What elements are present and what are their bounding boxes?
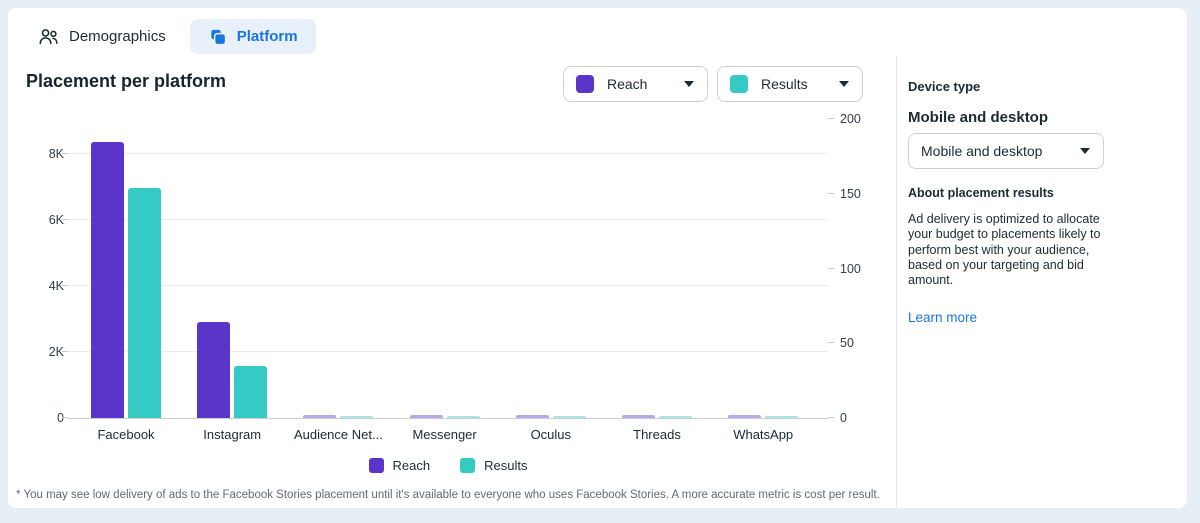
- legend-label-reach: Reach: [392, 458, 431, 473]
- device-type-subtitle: Mobile and desktop: [908, 109, 1049, 126]
- reach-metric-dropdown[interactable]: Reach: [563, 66, 708, 102]
- gridline: [68, 153, 828, 154]
- right-tick-mark: [828, 267, 834, 269]
- left-axis-tick-label: 2K: [48, 345, 64, 359]
- bar-results-audience-net: [340, 416, 374, 418]
- bar-reach-instagram: [197, 322, 231, 418]
- bar-results-instagram: [234, 365, 268, 418]
- bar-results-messenger: [446, 416, 480, 418]
- panel-divider: [896, 56, 897, 508]
- right-tick-mark: [828, 192, 834, 194]
- chevron-down-icon: [839, 81, 849, 87]
- bar-reach-messenger: [409, 415, 443, 418]
- right-axis-tick-label: 200: [840, 112, 861, 126]
- left-axis-tick-label: 6K: [48, 213, 64, 227]
- bar-results-threads: [659, 416, 692, 418]
- x-label-instagram: Instagram: [203, 427, 262, 442]
- device-type-label: Device type: [908, 79, 981, 94]
- tab-demographics-label: Demographics: [69, 28, 166, 45]
- x-label-oculus: Oculus: [530, 427, 572, 442]
- left-tick-mark: [62, 285, 68, 286]
- x-label-messenger: Messenger: [412, 427, 477, 442]
- x-axis-labels: Facebook Instagram Audience Net... Messenge…: [68, 418, 828, 442]
- legend-swatch-reach: [368, 458, 384, 473]
- right-axis-tick-label: 50: [840, 336, 854, 351]
- reach-dropdown-label: Reach: [607, 76, 648, 92]
- learn-more-link[interactable]: Learn more: [908, 310, 978, 325]
- bar-reach-facebook: [91, 142, 124, 418]
- right-tick-mark: [828, 118, 834, 119]
- chevron-down-icon: [684, 81, 694, 87]
- about-placement-text: Ad delivery is optimized to allocate you…: [908, 212, 1101, 287]
- page-title: Placement per platform: [26, 71, 227, 91]
- left-axis-tick-label: 4K: [48, 279, 64, 293]
- bar-results-oculus: [552, 416, 586, 418]
- legend-swatch-results: [460, 458, 476, 473]
- left-tick-mark: [62, 351, 68, 352]
- x-label-threads: Threads: [633, 427, 681, 442]
- legend-item-results: Results: [460, 458, 527, 473]
- x-label-facebook: Facebook: [97, 427, 155, 442]
- x-label-audience-net: Audience Net...: [293, 427, 383, 442]
- left-axis-tick-label: 0: [57, 411, 64, 425]
- bar-results-facebook: [128, 187, 161, 418]
- right-axis-tick-label: 100: [840, 261, 861, 276]
- right-axis-tick-label: 150: [840, 186, 861, 201]
- report-card: Demographics Platform Placement per plat…: [8, 8, 1187, 508]
- legend-item-reach: Reach: [368, 458, 431, 473]
- people-icon: [38, 26, 59, 47]
- results-metric-dropdown[interactable]: Results: [717, 66, 863, 102]
- gridline: [68, 219, 828, 220]
- bar-reach-audience-net: [303, 415, 337, 418]
- bar-reach-whatsapp: [728, 415, 762, 418]
- tab-demographics[interactable]: Demographics: [24, 18, 180, 55]
- right-axis: 0 50 100 150 200: [840, 112, 880, 425]
- gridline: [68, 351, 828, 352]
- results-dropdown-label: Results: [761, 76, 808, 92]
- results-color-swatch: [730, 75, 748, 93]
- right-tick-mark: [828, 417, 834, 418]
- view-tabs: Demographics Platform: [24, 18, 316, 55]
- legend-label-results: Results: [484, 458, 528, 473]
- gridline: [68, 285, 828, 286]
- left-tick-mark: [62, 417, 68, 418]
- bar-results-whatsapp: [765, 416, 799, 418]
- left-axis-tick-label: 8K: [48, 147, 64, 161]
- chevron-down-icon: [1080, 148, 1090, 154]
- x-label-whatsapp: WhatsApp: [733, 427, 794, 442]
- right-tick-mark: [828, 342, 834, 344]
- device-type-dropdown[interactable]: Mobile and desktop: [908, 133, 1104, 169]
- left-tick-mark: [62, 153, 68, 154]
- bar-reach-oculus: [515, 415, 549, 418]
- device-type-dropdown-value: Mobile and desktop: [921, 143, 1043, 159]
- footnote: * You may see low delivery of ads to the…: [16, 489, 880, 501]
- bar-reach-threads: [622, 415, 655, 418]
- left-tick-mark: [62, 219, 68, 220]
- right-axis-tick-label: 0: [840, 411, 847, 425]
- about-placement-heading: About placement results: [908, 186, 1054, 200]
- chart-plot: [62, 113, 834, 419]
- tab-platform[interactable]: Platform: [189, 19, 316, 54]
- left-axis: 0 2K 4K 6K 8K: [22, 113, 64, 425]
- tab-platform-label: Platform: [236, 28, 298, 45]
- chart-legend: Reach Results: [68, 458, 828, 473]
- reach-color-swatch: [576, 75, 594, 93]
- layers-icon: [208, 27, 227, 46]
